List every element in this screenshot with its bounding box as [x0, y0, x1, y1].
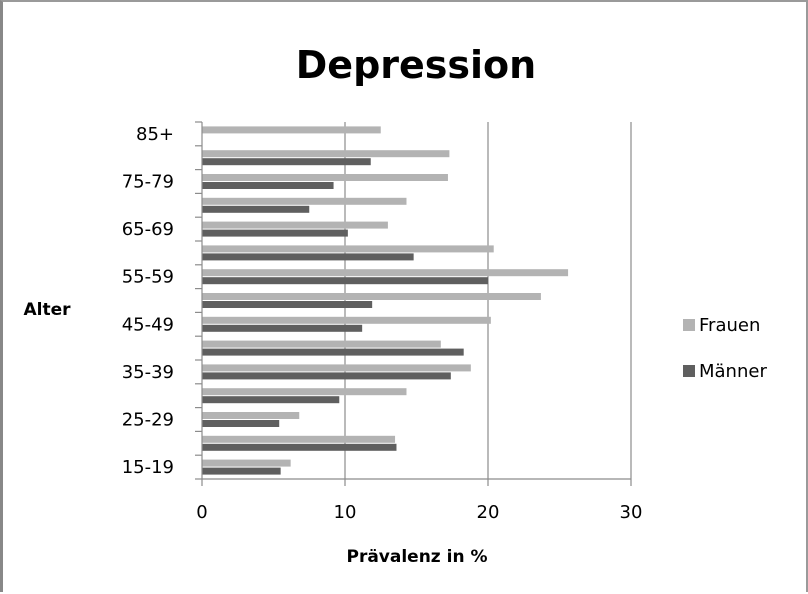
category-label-35-39: 35-39: [122, 362, 174, 383]
bar-männer-40-44: [202, 348, 464, 356]
category-label-45-49: 45-49: [122, 314, 174, 335]
bar-frauen-65-69: [202, 221, 388, 229]
bar-männer-60-64: [202, 253, 414, 261]
bar-männer-55-59: [202, 277, 488, 285]
bar-männer-30-34: [202, 396, 340, 404]
bar-frauen-70-74: [202, 197, 407, 205]
x-tick-label-0: 0: [196, 502, 207, 523]
category-label-85+: 85+: [136, 124, 174, 145]
chart: Depression 15-19 25-29 35-39 45-49 55-59 65-6…: [23, 43, 767, 567]
category-label-25-29: 25-29: [122, 410, 174, 431]
bar-männer-35-39: [202, 372, 451, 380]
bar-frauen-25-29: [202, 412, 300, 419]
chart-title: Depression: [296, 43, 536, 87]
bar-frauen-45-49: [202, 316, 491, 324]
legend-swatch-frauen: [683, 319, 695, 331]
category-labels: 15-19 25-29 35-39 45-49 55-59 65-69 75-79 85+: [122, 124, 174, 478]
bar-frauen-55-59: [202, 269, 569, 277]
bar-frauen-75-79: [202, 174, 448, 181]
bar-frauen-60-64: [202, 245, 494, 253]
bar-männer-25-29: [202, 420, 280, 427]
category-label-55-59: 55-59: [122, 267, 174, 288]
bar-männer-65-69: [202, 229, 348, 237]
bars: [202, 126, 569, 475]
x-tick-label-30: 30: [620, 502, 643, 523]
category-label-65-69: 65-69: [122, 219, 174, 240]
y-axis-title: Alter: [23, 300, 71, 320]
bar-männer-75-79: [202, 182, 334, 189]
grid-lines: [344, 122, 632, 479]
bar-frauen-85+: [202, 126, 381, 134]
x-axis-title: Prävalenz in %: [346, 547, 487, 567]
x-tick-label-20: 20: [477, 502, 500, 523]
category-label-75-79: 75-79: [122, 172, 174, 193]
legend-label-frauen: Frauen: [699, 315, 760, 336]
legend-label-männer: Männer: [699, 361, 767, 382]
bar-frauen-30-34: [202, 388, 407, 396]
category-label-15-19: 15-19: [122, 457, 174, 478]
bar-männer-70-74: [202, 205, 310, 213]
bar-männer-45-49: [202, 324, 363, 332]
bar-frauen-40-44: [202, 340, 441, 348]
axes: [195, 121, 632, 486]
x-tick-label-10: 10: [334, 502, 357, 523]
bar-frauen-80-84: [202, 150, 450, 158]
bar-frauen-35-39: [202, 364, 471, 372]
bar-frauen-50-54: [202, 293, 541, 300]
legend-swatch-männer: [683, 365, 695, 377]
legend: Frauen Männer: [683, 315, 767, 382]
bar-frauen-20-24: [202, 435, 396, 443]
bar-männer-50-54: [202, 301, 373, 308]
bar-männer-15-19: [202, 467, 281, 475]
bar-männer-80-84: [202, 158, 371, 166]
bar-frauen-15-19: [202, 459, 291, 467]
bar-männer-20-24: [202, 443, 397, 451]
x-tick-labels: 0 10 20 30: [196, 502, 642, 523]
